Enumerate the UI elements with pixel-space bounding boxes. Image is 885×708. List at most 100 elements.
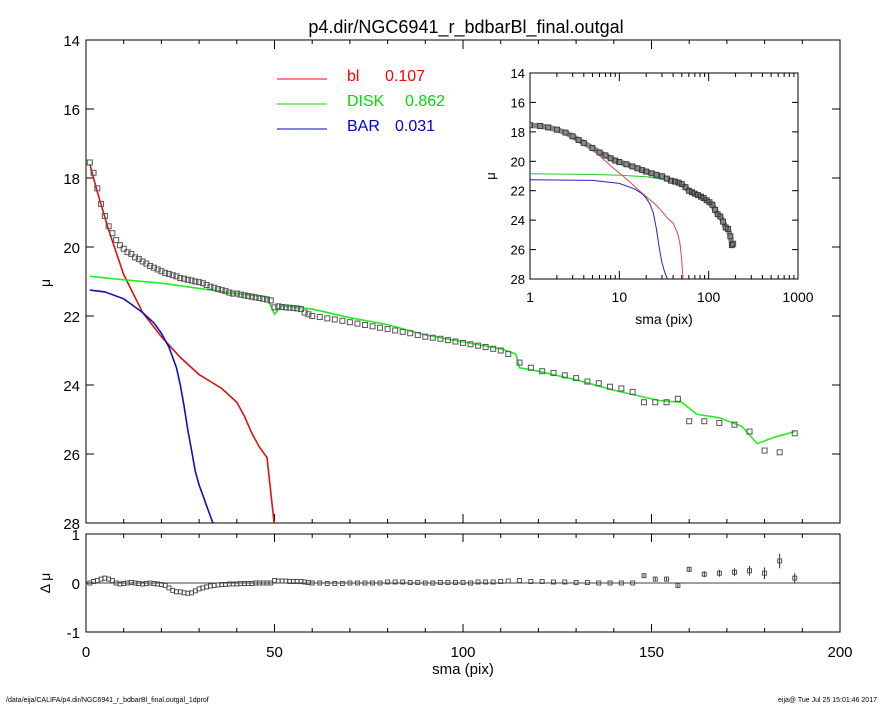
residual-point (607, 580, 613, 586)
data-point (181, 275, 188, 282)
data-point (527, 364, 534, 371)
residual-point (618, 580, 624, 586)
residual-point (362, 580, 368, 586)
data-point (286, 304, 293, 311)
inset-plot-area (530, 122, 737, 279)
inset-x-tick-label: 10 (612, 289, 628, 305)
residual-point (483, 579, 489, 585)
series-line-bar (89, 289, 214, 523)
main-y-axis-label: μ (37, 279, 53, 287)
inset-data-point (562, 129, 569, 136)
main-y-tick-label: 20 (63, 240, 80, 257)
data-point (331, 316, 338, 323)
residual-point (551, 579, 556, 585)
data-point (301, 309, 308, 316)
residual-point (498, 579, 504, 584)
data-point (260, 295, 267, 302)
data-point (241, 292, 248, 299)
x-tick-label: 150 (639, 644, 664, 661)
data-point (109, 230, 116, 237)
residual-point (317, 580, 323, 586)
data-point (275, 303, 282, 310)
inset-data-point (580, 139, 587, 146)
residual-point (716, 570, 722, 576)
inset-x-tick-label: 1000 (782, 289, 813, 305)
residual-point (324, 581, 330, 586)
data-point (116, 242, 123, 249)
data-point (162, 269, 169, 276)
data-point (218, 287, 225, 294)
residual-point (370, 580, 375, 586)
residual-point (445, 580, 451, 585)
data-point (211, 284, 218, 291)
inset-data-point (727, 233, 734, 240)
residual-point (490, 579, 496, 585)
data-point (248, 293, 255, 300)
residual-point (430, 580, 436, 586)
residual-y-tick-label: 1 (72, 527, 80, 544)
residual-point (641, 573, 647, 579)
inset-axis-ticks: 14 16 18 20 22 24 26 281 10 100 1000 (511, 66, 814, 305)
inset-data-point (545, 124, 552, 131)
data-point (290, 305, 297, 312)
inset-data-point (653, 171, 660, 178)
residual-point (792, 575, 798, 581)
residual-point (762, 570, 768, 576)
residual-point (347, 580, 353, 586)
data-point (226, 289, 233, 296)
residual-point (562, 579, 568, 585)
data-point (674, 395, 681, 402)
residual-point (400, 579, 406, 585)
main-y-tick-label: 16 (63, 102, 80, 119)
inset-data-point (720, 218, 727, 225)
residual-point (584, 580, 590, 585)
residual-point (437, 580, 443, 585)
data-point (316, 314, 323, 321)
data-point (294, 305, 301, 312)
residual-point (777, 558, 783, 564)
data-point (460, 339, 466, 346)
data-point (761, 447, 768, 454)
inset-data-point (728, 242, 735, 249)
legend-value-disk: 0.862 (405, 93, 445, 110)
inset-data-point (691, 190, 698, 197)
data-point (124, 249, 131, 256)
data-point (233, 290, 240, 297)
data-point (377, 324, 384, 331)
data-point (652, 399, 659, 406)
data-point (237, 291, 244, 298)
inset-y-tick-label: 16 (511, 95, 525, 110)
residual-point (517, 578, 522, 583)
residual-point (468, 580, 473, 586)
legend-label-bar: BAR (347, 118, 380, 135)
data-point (346, 319, 353, 326)
data-point (128, 250, 135, 257)
data-point (573, 375, 580, 382)
data-point (407, 330, 414, 337)
residual-y-tick-label: 0 (72, 576, 80, 593)
residual-point (675, 583, 681, 588)
data-point (132, 254, 139, 261)
data-point (429, 334, 436, 341)
inset-data-point (537, 123, 544, 129)
data-point (686, 418, 693, 425)
data-point (207, 283, 214, 290)
footer-file-path: /data/eija/CALIFA/p4.dir/NGC6941_r_bdbar… (6, 697, 209, 704)
data-point (263, 296, 270, 303)
inset-data-point (616, 159, 623, 165)
inset-data-point (596, 149, 603, 156)
data-point (94, 185, 101, 192)
data-point (516, 359, 523, 366)
data-point (192, 278, 199, 285)
residual-point (664, 576, 670, 582)
inset-panel: μ sma (pix) 14 16 18 20 22 24 26 281 10 100 1000 (483, 66, 814, 327)
data-point (188, 277, 195, 284)
data-point (701, 418, 708, 425)
residual-point (686, 566, 692, 572)
inset-data-point (678, 181, 685, 188)
data-point (663, 399, 670, 406)
